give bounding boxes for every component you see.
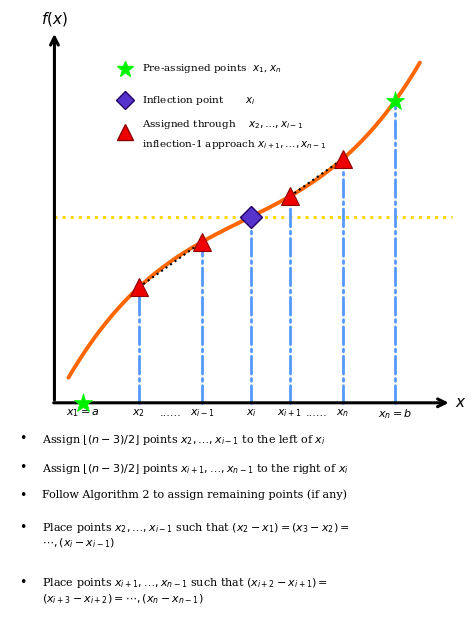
Text: Assigned through    $x_2, \ldots, x_{i-1}$: Assigned through $x_2, \ldots, x_{i-1}$ xyxy=(142,118,303,131)
Text: $x_2$: $x_2$ xyxy=(132,407,145,419)
Text: •: • xyxy=(19,521,26,534)
Text: $x_{i-1}$: $x_{i-1}$ xyxy=(190,407,214,419)
Text: Assign $\lfloor(n-3)/2\rfloor$ points $x_2,\ldots,x_{i-1}$ to the left of $x_i$: Assign $\lfloor(n-3)/2\rfloor$ points $x… xyxy=(42,432,326,446)
Text: $x_i$: $x_i$ xyxy=(246,407,257,419)
Text: •: • xyxy=(19,577,26,590)
Text: ......: ...... xyxy=(160,407,181,417)
Text: $x_n$: $x_n$ xyxy=(336,407,349,419)
Text: ......: ...... xyxy=(305,407,327,417)
Text: •: • xyxy=(19,489,26,502)
Text: $x_{i+1}$: $x_{i+1}$ xyxy=(277,407,302,419)
Text: inflection-1 approach $x_{i+1}, \ldots, x_{n-1}$: inflection-1 approach $x_{i+1}, \ldots, … xyxy=(142,138,327,151)
Text: $x_1=a$: $x_1=a$ xyxy=(65,407,100,419)
Text: •: • xyxy=(19,432,26,445)
Text: •: • xyxy=(19,461,26,474)
Text: Pre-assigned points  $x_1$, $x_n$: Pre-assigned points $x_1$, $x_n$ xyxy=(142,63,283,76)
Text: $x$: $x$ xyxy=(455,396,466,410)
Text: $f(x)$: $f(x)$ xyxy=(41,10,68,28)
Text: Place points $x_2,\ldots,x_{i-1}$ such that $(x_2-x_1)=(x_3-x_2)=$
$\cdots,(x_i-: Place points $x_2,\ldots,x_{i-1}$ such t… xyxy=(42,521,350,551)
Text: Follow Algorithm 2 to assign remaining points (if any): Follow Algorithm 2 to assign remaining p… xyxy=(42,489,347,500)
Text: Inflection point       $x_i$: Inflection point $x_i$ xyxy=(142,94,256,107)
Text: $x_n=b$: $x_n=b$ xyxy=(378,407,412,422)
Text: Place points $x_{i+1},\ldots,x_{n-1}$ such that $(x_{i+2}-x_{i+1})=$
$(x_{i+3}-x: Place points $x_{i+1},\ldots,x_{n-1}$ su… xyxy=(42,577,328,606)
Text: Assign $\lfloor(n-3)/2\rfloor$ points $x_{i+1},\ldots,x_{n-1}$ to the right of $: Assign $\lfloor(n-3)/2\rfloor$ points $x… xyxy=(42,461,349,476)
